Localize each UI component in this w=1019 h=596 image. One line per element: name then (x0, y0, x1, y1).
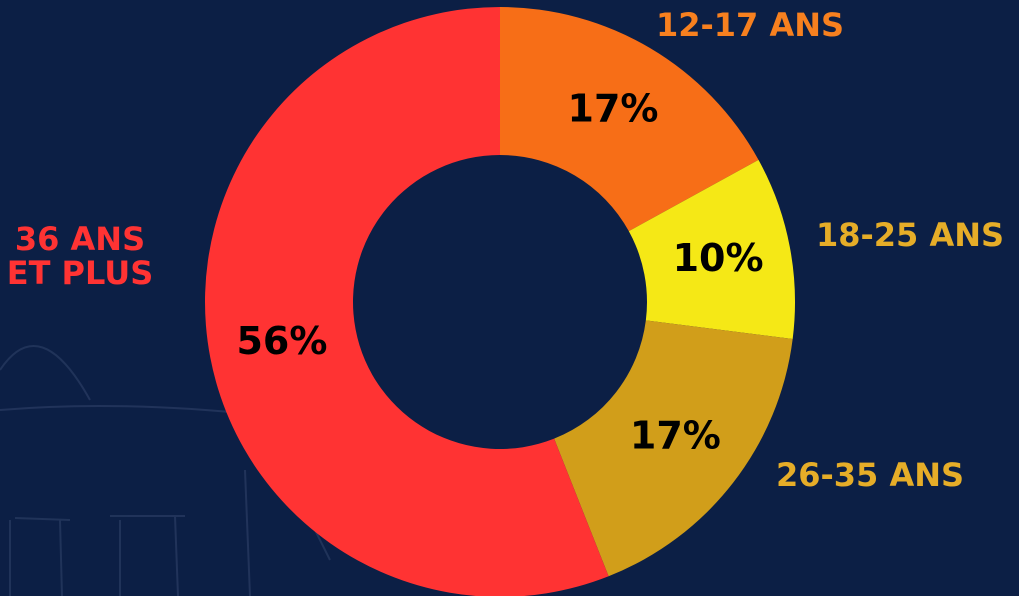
value-label: 17% (568, 86, 659, 130)
category-label: 26-35 ANS (775, 456, 965, 494)
sketch-line (9, 515, 185, 596)
value-label: 17% (630, 414, 721, 458)
category-label: 18-25 ANS (815, 216, 1005, 254)
sketch-line (0, 345, 91, 401)
donut-slice (554, 320, 793, 577)
category-label: 36 ANS ET PLUS (6, 220, 154, 292)
category-label: 12-17 ANS (655, 6, 845, 44)
donut-slice (500, 7, 759, 232)
value-label: 10% (673, 236, 764, 280)
donut-slice (628, 159, 795, 339)
value-label: 56% (236, 319, 327, 363)
sketch-line (0, 405, 261, 416)
donut-slice (205, 7, 609, 596)
